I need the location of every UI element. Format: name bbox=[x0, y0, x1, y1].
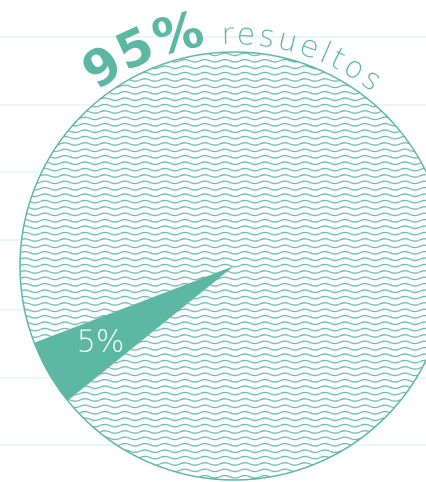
pie bbox=[19, 51, 426, 481]
pie-slice bbox=[34, 266, 234, 401]
pie-slice bbox=[20, 52, 426, 480]
slice-label: 5% bbox=[77, 325, 125, 360]
pie-outline bbox=[19, 51, 426, 481]
